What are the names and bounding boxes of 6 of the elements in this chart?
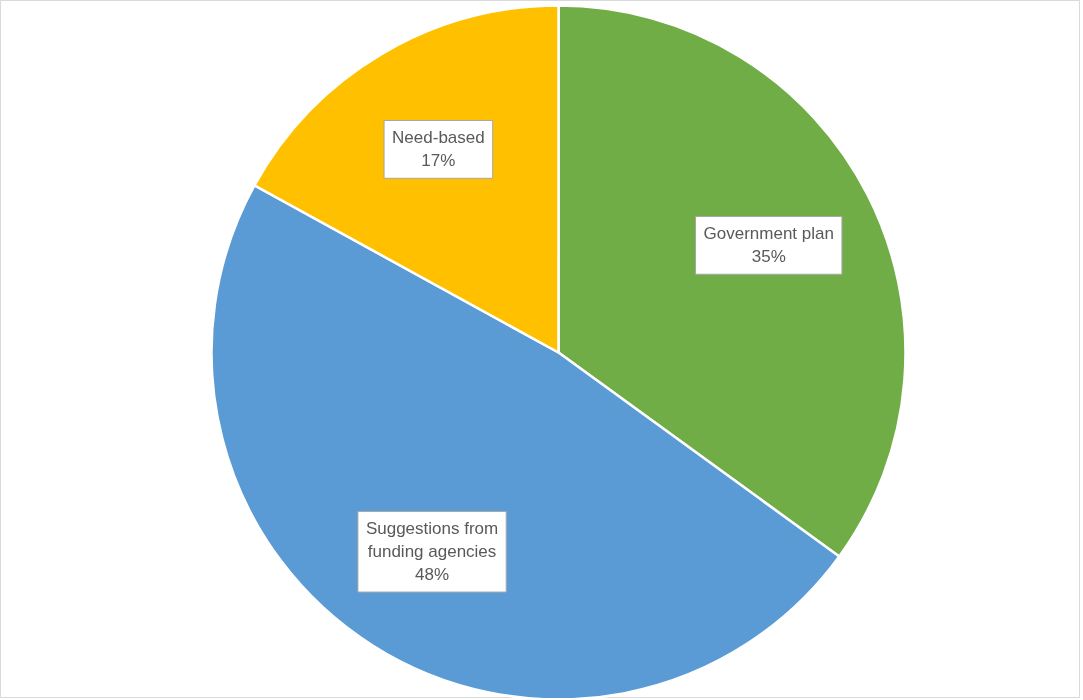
slice-label: Government plan bbox=[703, 224, 834, 244]
slice-label: Need-based bbox=[392, 128, 485, 148]
data-label: 48% bbox=[415, 565, 450, 585]
data-label: 17% bbox=[421, 151, 456, 171]
data-label: 35% bbox=[751, 247, 786, 267]
slice-label: Suggestions from funding agencies bbox=[365, 519, 499, 562]
